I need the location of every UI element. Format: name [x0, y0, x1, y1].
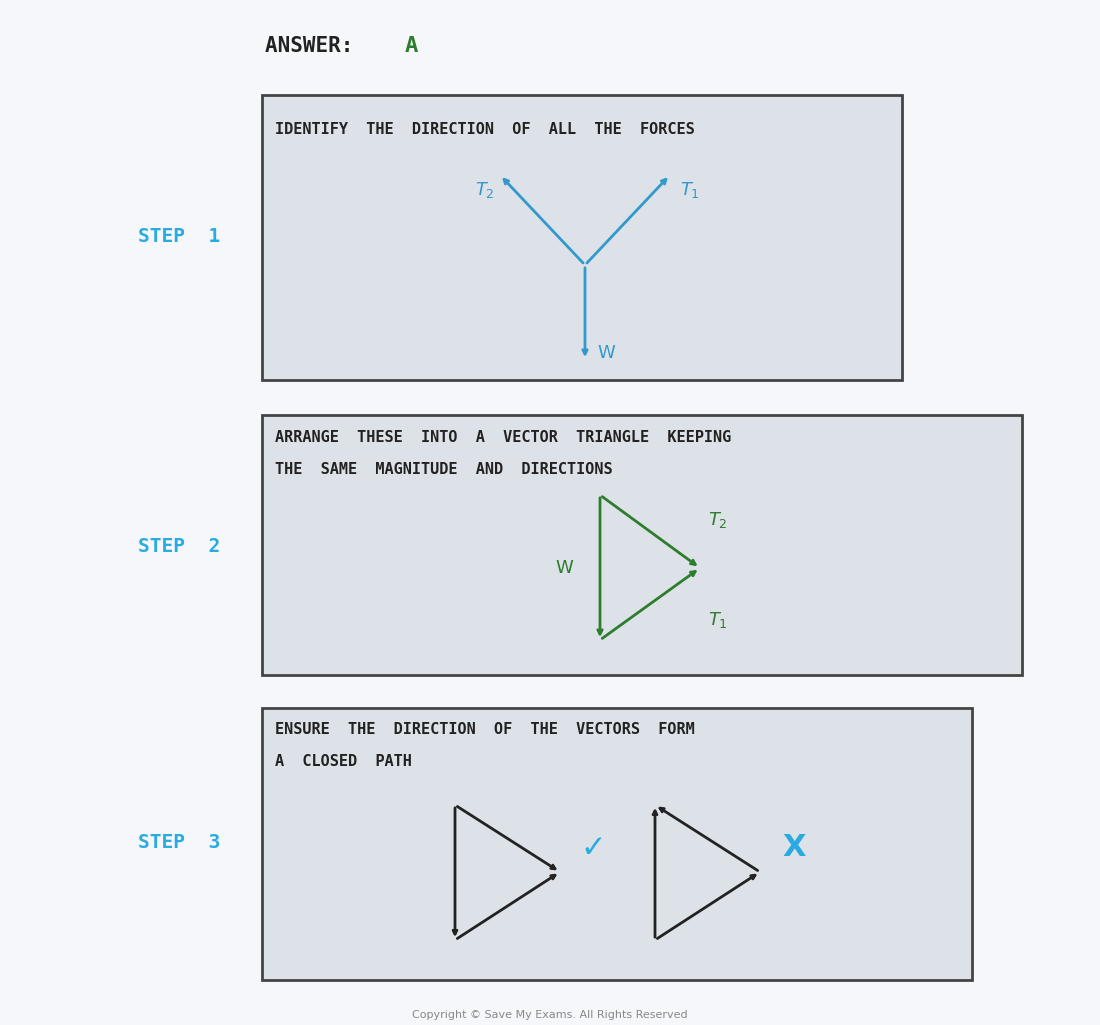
Text: $T_1$: $T_1$ [680, 180, 700, 200]
Text: Copyright © Save My Exams. All Rights Reserved: Copyright © Save My Exams. All Rights Re… [412, 1010, 688, 1020]
Text: STEP  1: STEP 1 [138, 228, 220, 246]
FancyBboxPatch shape [262, 415, 1022, 675]
Text: $T_1$: $T_1$ [708, 610, 728, 630]
FancyBboxPatch shape [262, 708, 972, 980]
Text: W: W [597, 344, 615, 362]
Text: ENSURE  THE  DIRECTION  OF  THE  VECTORS  FORM: ENSURE THE DIRECTION OF THE VECTORS FORM [275, 722, 695, 737]
Text: ANSWER:: ANSWER: [265, 36, 378, 56]
Text: THE  SAME  MAGNITUDE  AND  DIRECTIONS: THE SAME MAGNITUDE AND DIRECTIONS [275, 462, 613, 477]
Text: STEP  3: STEP 3 [138, 833, 220, 853]
Text: ARRANGE  THESE  INTO  A  VECTOR  TRIANGLE  KEEPING: ARRANGE THESE INTO A VECTOR TRIANGLE KEE… [275, 430, 732, 445]
Text: $T_2$: $T_2$ [708, 510, 728, 530]
Text: A: A [405, 36, 418, 56]
Text: X: X [782, 833, 805, 862]
Text: $T_2$: $T_2$ [475, 180, 495, 200]
Text: A  CLOSED  PATH: A CLOSED PATH [275, 754, 411, 769]
Text: STEP  2: STEP 2 [138, 537, 220, 557]
Text: W: W [556, 559, 573, 577]
Text: IDENTIFY  THE  DIRECTION  OF  ALL  THE  FORCES: IDENTIFY THE DIRECTION OF ALL THE FORCES [275, 122, 695, 137]
Text: ✓: ✓ [580, 833, 605, 862]
FancyBboxPatch shape [262, 95, 902, 380]
